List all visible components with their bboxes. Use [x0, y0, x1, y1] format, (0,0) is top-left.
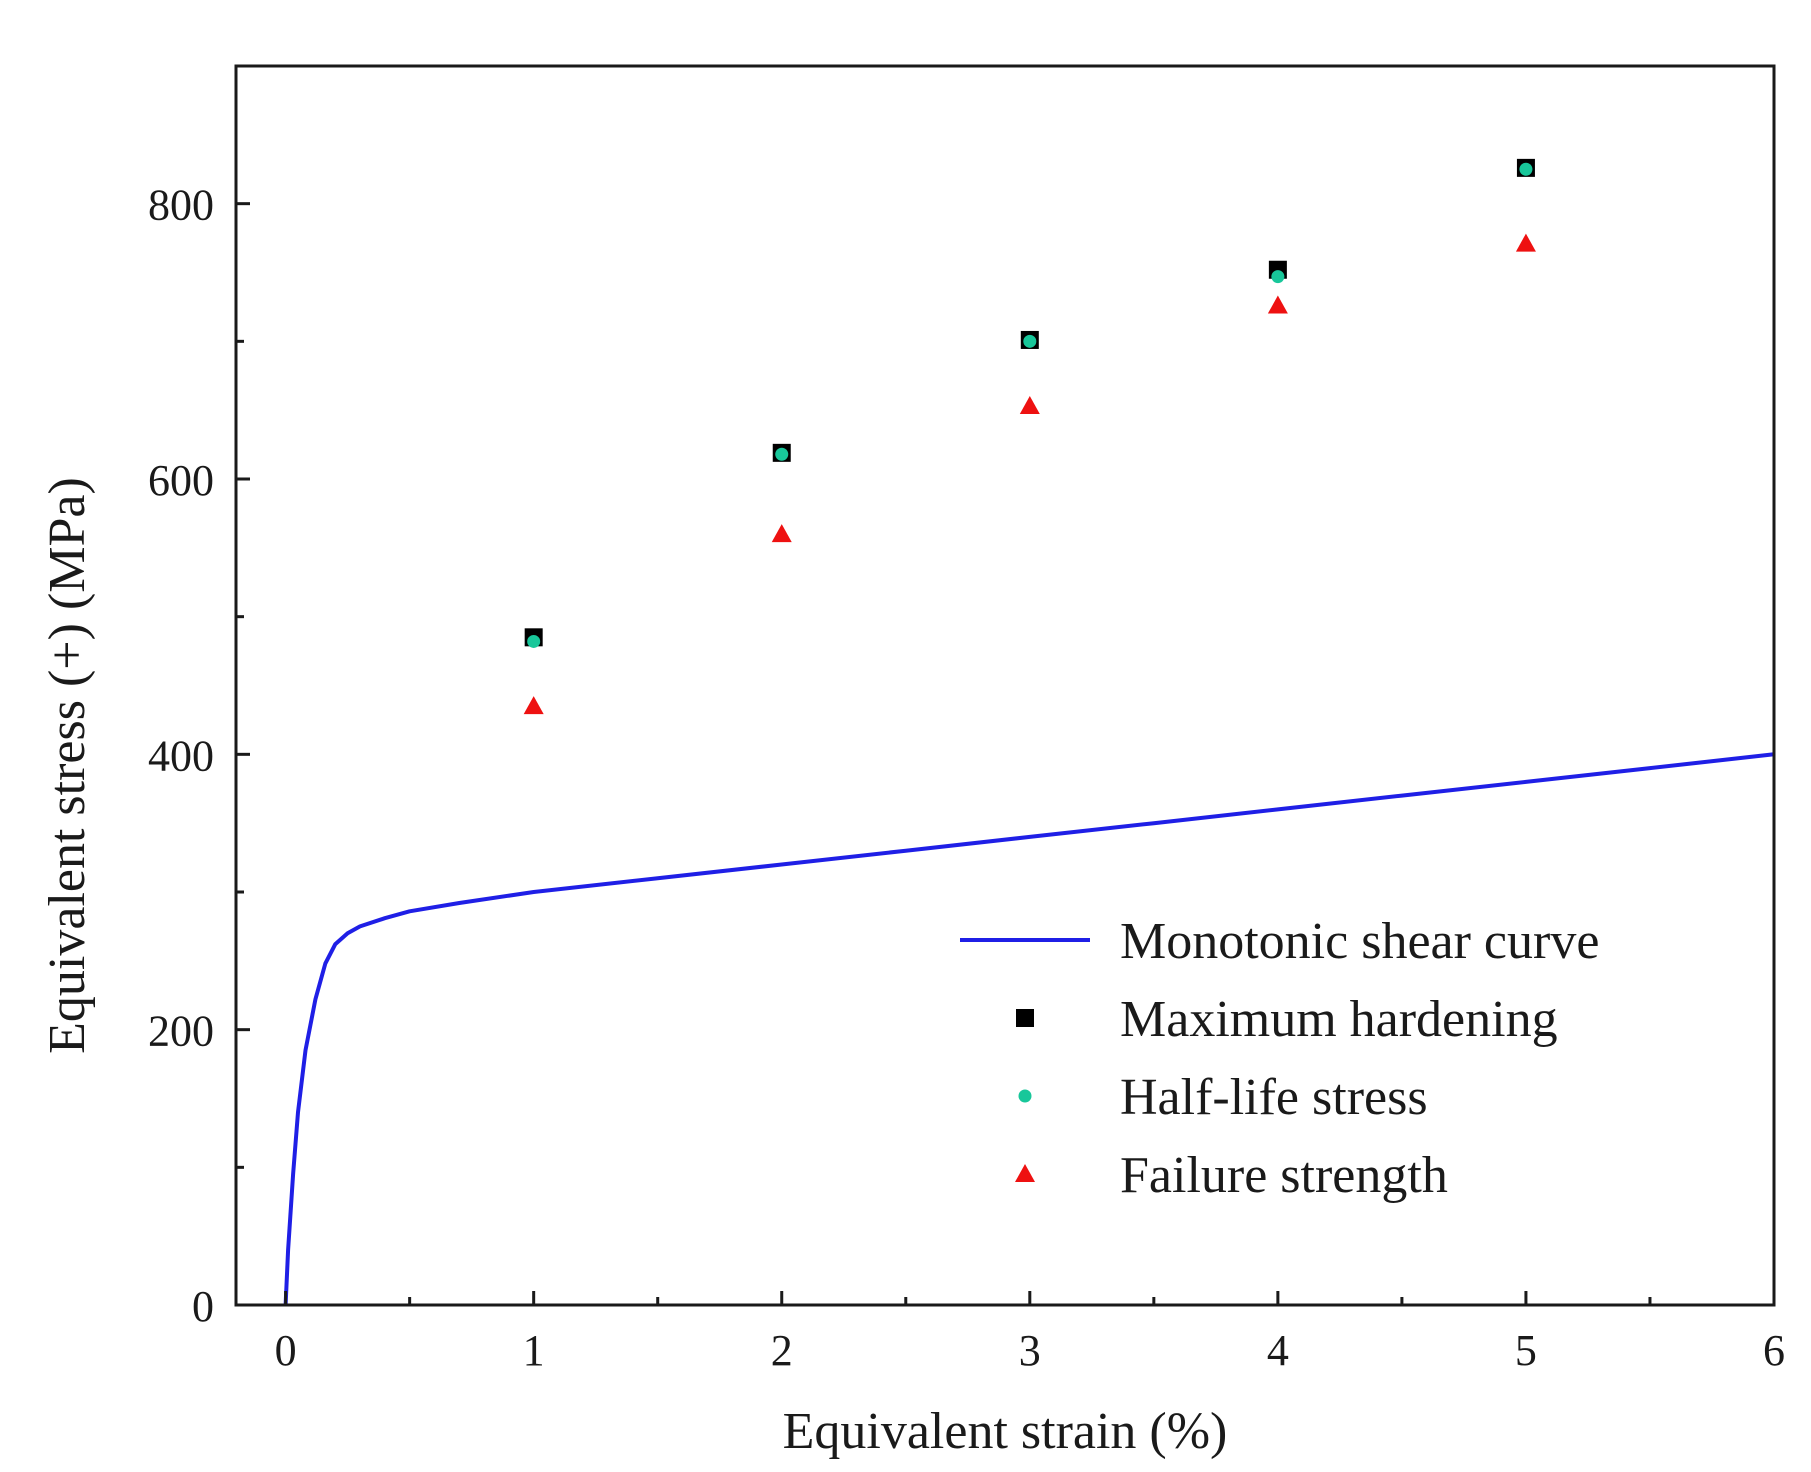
legend-swatch-failure-triangle [1015, 1164, 1035, 1182]
legend-label-monotonic: Monotonic shear curve [1120, 913, 1599, 970]
failure-strength-point [1267, 295, 1288, 314]
half-life-stress-point [527, 634, 541, 648]
half-life-stress-point [775, 447, 789, 461]
monotonic-shear-curve-line [283, 752, 1775, 1306]
failure-strength-point [1019, 396, 1040, 415]
x-tick-label: 6 [1763, 1326, 1785, 1375]
x-tick-label: 2 [771, 1326, 793, 1375]
x-tick-label: 5 [1515, 1326, 1537, 1375]
x-tick-label: 0 [275, 1326, 297, 1375]
series-monotonic-shear-curve [283, 752, 1775, 1306]
x-axis-title: Equivalent strain (%) [783, 1403, 1228, 1460]
legend-label-half-life-stress: Half-life stress [1120, 1069, 1428, 1126]
legend-swatch-half-life-circle [1018, 1089, 1032, 1103]
half-life-stress-point [1023, 334, 1037, 348]
legend: Monotonic shear curve Maximum hardening … [960, 913, 1599, 1204]
failure-strength-point [523, 696, 544, 715]
x-tick-label: 4 [1267, 1326, 1289, 1375]
axis-tick-labels: 0 1 2 3 4 5 6 0 200 400 600 800 [148, 181, 1785, 1375]
plot-area-frame [234, 64, 1776, 1307]
y-axis-title: Equivalent stress (+) (MPa) [39, 477, 96, 1054]
legend-swatch-maximum-square [1016, 1009, 1034, 1027]
y-tick-label: 800 [148, 181, 214, 230]
y-tick-label: 600 [148, 456, 214, 505]
y-tick-label: 0 [192, 1282, 214, 1331]
x-tick-label: 1 [523, 1326, 545, 1375]
legend-label-failure-strength: Failure strength [1120, 1147, 1448, 1204]
half-life-stress-point [1519, 162, 1533, 176]
x-tick-label: 3 [1019, 1326, 1041, 1375]
half-life-stress-point [1271, 270, 1285, 284]
failure-strength-point [1515, 233, 1536, 252]
failure-strength-point [771, 524, 792, 543]
axis-ticks [236, 202, 1776, 1307]
legend-label-maximum-hardening: Maximum hardening [1120, 991, 1558, 1048]
data-markers [523, 158, 1536, 715]
y-tick-label: 400 [148, 731, 214, 780]
y-tick-label: 200 [148, 1007, 214, 1056]
